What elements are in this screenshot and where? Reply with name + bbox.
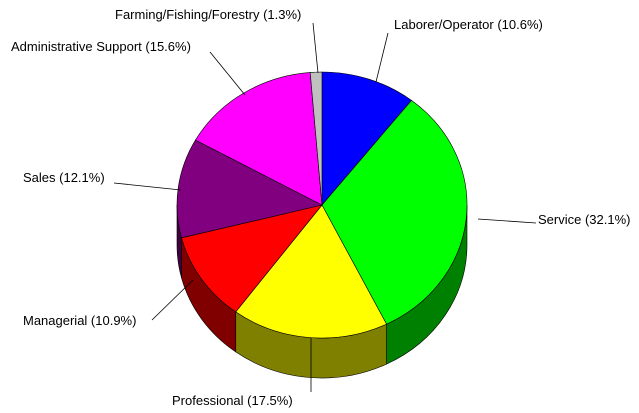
slice-label-administrative-support: Administrative Support (15.6%) xyxy=(11,39,191,54)
slice-label-laborer-operator: Laborer/Operator (10.6%) xyxy=(394,17,543,32)
pie-slice-farming-fishing-forestry xyxy=(309,71,323,206)
pie-tops-group xyxy=(176,71,468,339)
pie-slice-sales xyxy=(176,139,323,239)
leader-lines-group xyxy=(113,22,537,392)
slice-labels-group: Laborer/Operator (10.6%) Service (32.1%) P… xyxy=(11,7,630,408)
leader-line-administrative-support xyxy=(209,51,246,96)
pie-slice-managerial xyxy=(181,204,323,313)
pie-slice-service xyxy=(321,99,468,325)
leader-line-farming-fishing-forestry xyxy=(312,22,319,74)
slice-label-service: Service (32.1%) xyxy=(538,212,630,227)
slice-label-managerial: Managerial (10.9%) xyxy=(23,313,136,328)
pie-slice-laborer-operator xyxy=(321,71,412,206)
slice-label-sales: Sales (12.1%) xyxy=(23,170,105,185)
leader-line-sales xyxy=(113,182,182,191)
leader-line-service xyxy=(477,218,537,224)
leader-line-managerial xyxy=(151,279,194,321)
slice-label-professional: Professional (17.5%) xyxy=(172,393,293,408)
leader-line-laborer-operator xyxy=(375,32,389,83)
pie-slice-professional xyxy=(235,204,387,339)
slice-label-farming-fishing-forestry: Farming/Fishing/Forestry (1.3%) xyxy=(115,7,301,22)
